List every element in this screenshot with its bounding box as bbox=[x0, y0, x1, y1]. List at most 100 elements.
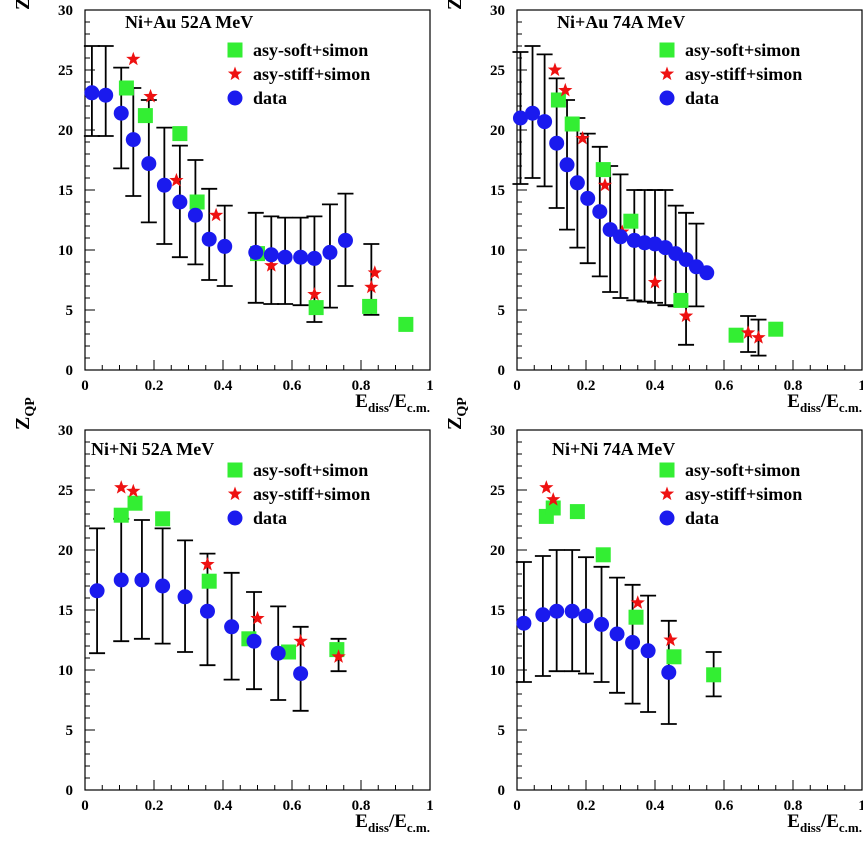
x-tick-label: 0.4 bbox=[646, 378, 665, 394]
data-point bbox=[516, 615, 532, 631]
data-point bbox=[537, 114, 553, 130]
y-tick-label: 5 bbox=[498, 723, 506, 739]
stiff-point bbox=[751, 330, 766, 344]
svg-text:ZQP: ZQP bbox=[444, 0, 470, 10]
panel-ni-au-74: 0 0.2 0.4 0.6 0.8 1051015202530asy-soft+simon… bbox=[444, 0, 863, 415]
y-tick-label: 20 bbox=[490, 543, 505, 559]
x-tick-label: 0.8 bbox=[784, 378, 803, 394]
soft-point bbox=[545, 500, 561, 516]
soft-point bbox=[137, 108, 153, 124]
legend-marker bbox=[659, 66, 675, 81]
x-tick-label: 0.4 bbox=[646, 798, 665, 814]
y-tick-label: 0 bbox=[498, 783, 506, 799]
data-point bbox=[141, 156, 157, 172]
soft-point bbox=[155, 511, 171, 527]
soft-point bbox=[666, 649, 682, 665]
stiff-point bbox=[208, 207, 224, 222]
y-tick-label: 10 bbox=[490, 243, 505, 259]
legend-marker bbox=[659, 462, 675, 478]
x-label-sub1: diss bbox=[800, 400, 821, 415]
data-point bbox=[613, 229, 628, 245]
y-tick-label: 25 bbox=[490, 63, 505, 79]
soft-point bbox=[564, 116, 580, 132]
data-point bbox=[113, 572, 129, 588]
soft-point bbox=[550, 92, 566, 108]
data-point bbox=[580, 190, 596, 206]
x-tick-label: 0 bbox=[513, 378, 521, 394]
soft-point bbox=[673, 292, 689, 308]
x-label-sub2: c.m. bbox=[407, 820, 430, 835]
x-axis-label: Ediss/Ec.m. bbox=[355, 811, 430, 835]
data-point bbox=[84, 85, 100, 101]
legend: asy-soft+simon asy-stiff+simon data bbox=[227, 40, 370, 108]
x-tick-label: 0.2 bbox=[577, 378, 596, 394]
stiff-point bbox=[364, 279, 379, 294]
x-tick-label: 0 bbox=[513, 798, 521, 814]
data-point bbox=[699, 265, 715, 281]
stiff-point bbox=[630, 595, 645, 609]
y-tick-label: 15 bbox=[490, 603, 505, 619]
panel-title: Ni+Ni 74A MeV bbox=[552, 439, 675, 459]
soft-point bbox=[623, 213, 639, 229]
stiff-point bbox=[114, 480, 129, 494]
legend-label: asy-stiff+simon bbox=[253, 484, 370, 504]
x-tick-label: 0.2 bbox=[145, 798, 164, 814]
legend-label: asy-soft+simon bbox=[685, 460, 800, 480]
x-tick-label: 0.4 bbox=[214, 378, 233, 394]
stiff-point bbox=[126, 51, 141, 66]
data-point bbox=[113, 105, 129, 121]
y-tick-label: 20 bbox=[490, 123, 505, 139]
legend-marker bbox=[227, 510, 243, 526]
data-point bbox=[322, 244, 338, 260]
legend-marker bbox=[227, 66, 243, 81]
x-tick-label: 0.8 bbox=[784, 798, 803, 814]
data-point bbox=[172, 194, 188, 210]
panel-title: Ni+Au 52A MeV bbox=[125, 12, 253, 32]
data-point bbox=[594, 616, 610, 632]
x-axis-label: Ediss/Ec.m. bbox=[355, 391, 430, 415]
data-point bbox=[293, 666, 309, 682]
x-tick-label: 0.8 bbox=[352, 378, 371, 394]
y-tick-label: 30 bbox=[58, 423, 73, 439]
data-point bbox=[640, 643, 656, 659]
stiff-point bbox=[575, 130, 590, 145]
stiff-point bbox=[264, 258, 279, 272]
legend: asy-soft+simon asy-stiff+simon data bbox=[659, 460, 802, 528]
y-tick-label: 15 bbox=[58, 603, 73, 619]
data-point bbox=[270, 645, 286, 661]
y-tick-label: 0 bbox=[66, 363, 74, 379]
stiff-point bbox=[367, 265, 382, 279]
legend-label: asy-stiff+simon bbox=[685, 484, 802, 504]
data-point bbox=[187, 207, 203, 223]
x-tick-label: 0.8 bbox=[352, 798, 371, 814]
x-label-sub1: diss bbox=[800, 820, 821, 835]
data-point bbox=[564, 603, 580, 619]
plot-area: 0 0.2 0.4 0.6 0.8 1051015202530asy-soft+simon… bbox=[58, 423, 434, 814]
data-point bbox=[512, 110, 528, 126]
data-point bbox=[98, 87, 114, 103]
soft-point bbox=[706, 667, 722, 683]
x-label-sub2: c.m. bbox=[839, 400, 862, 415]
x-tick-label: 0.4 bbox=[214, 798, 233, 814]
soft-point bbox=[362, 298, 378, 314]
x-tick-label: 0 bbox=[81, 798, 89, 814]
legend-label: asy-soft+simon bbox=[253, 460, 368, 480]
stiff-point bbox=[143, 88, 158, 103]
y-label-main: Z bbox=[12, 0, 34, 10]
stiff-point bbox=[250, 610, 265, 625]
y-label-sub: QP bbox=[455, 397, 470, 417]
panel-ni-ni-52: 0 0.2 0.4 0.6 0.8 1051015202530asy-soft+simon… bbox=[12, 397, 434, 835]
soft-point bbox=[768, 321, 784, 337]
y-tick-label: 5 bbox=[66, 303, 74, 319]
x-tick-label: 0.6 bbox=[715, 798, 734, 814]
legend-marker bbox=[227, 462, 243, 478]
data-point bbox=[134, 572, 150, 588]
plot-area: 0 0.2 0.4 0.6 0.8 1051015202530asy-soft+simon… bbox=[490, 423, 863, 814]
legend-label: data bbox=[253, 88, 287, 108]
panel-ni-ni-74: 0 0.2 0.4 0.6 0.8 1051015202530asy-soft+simon… bbox=[444, 397, 863, 835]
y-tick-label: 25 bbox=[58, 483, 73, 499]
data-point bbox=[199, 603, 215, 619]
soft-point bbox=[398, 316, 414, 332]
x-axis-label: Ediss/Ec.m. bbox=[787, 391, 862, 415]
